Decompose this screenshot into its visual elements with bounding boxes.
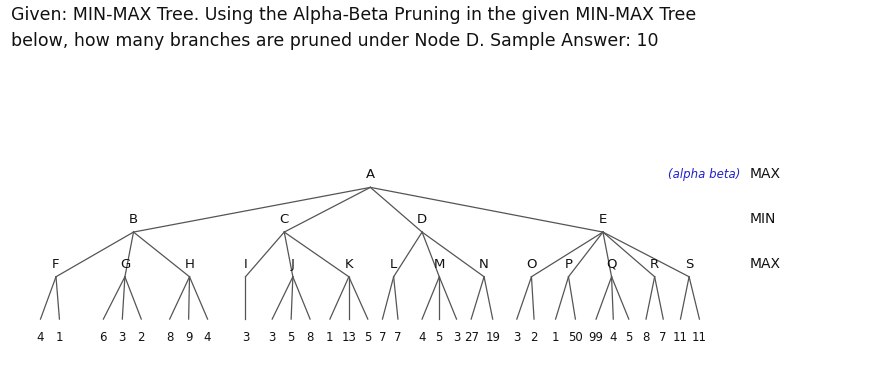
Text: A: A — [366, 169, 375, 181]
Text: N: N — [480, 258, 489, 271]
Text: K: K — [345, 258, 353, 271]
Text: M: M — [433, 258, 445, 271]
Text: G: G — [120, 258, 130, 271]
Text: (alpha beta): (alpha beta) — [668, 169, 740, 181]
Text: 9: 9 — [185, 331, 193, 345]
Text: L: L — [390, 258, 397, 271]
Text: 3: 3 — [119, 331, 126, 345]
Text: J: J — [291, 258, 295, 271]
Text: MAX: MAX — [749, 167, 781, 181]
Text: E: E — [599, 213, 607, 226]
Text: I: I — [243, 258, 248, 271]
Text: Q: Q — [607, 258, 617, 271]
Text: 4: 4 — [204, 331, 211, 345]
Text: 6: 6 — [99, 331, 107, 345]
Text: 99: 99 — [589, 331, 604, 345]
Text: 50: 50 — [568, 331, 583, 345]
Text: B: B — [129, 213, 138, 226]
Text: O: O — [527, 258, 536, 271]
Text: F: F — [52, 258, 59, 271]
Text: 5: 5 — [288, 331, 295, 345]
Text: 5: 5 — [625, 331, 632, 345]
Text: H: H — [185, 258, 194, 271]
Text: C: C — [280, 213, 289, 226]
Text: P: P — [565, 258, 573, 271]
Text: 7: 7 — [378, 331, 386, 345]
Text: MIN: MIN — [749, 212, 776, 226]
Text: 11: 11 — [692, 331, 707, 345]
Text: 7: 7 — [660, 331, 667, 345]
Text: 5: 5 — [364, 331, 371, 345]
Text: 3: 3 — [268, 331, 276, 345]
Text: 8: 8 — [166, 331, 173, 345]
Text: 2: 2 — [530, 331, 538, 345]
Text: 5: 5 — [436, 331, 443, 345]
Text: 3: 3 — [242, 331, 250, 345]
Text: 8: 8 — [306, 331, 313, 345]
Text: S: S — [685, 258, 694, 271]
Text: 19: 19 — [485, 331, 500, 345]
Text: 8: 8 — [642, 331, 650, 345]
Text: 2: 2 — [138, 331, 145, 345]
Text: 7: 7 — [394, 331, 401, 345]
Text: 1: 1 — [56, 331, 63, 345]
Text: 4: 4 — [609, 331, 617, 345]
Text: 11: 11 — [673, 331, 688, 345]
Text: 3: 3 — [453, 331, 460, 345]
Text: Given: MIN-MAX Tree. Using the Alpha-Beta Pruning in the given MIN-MAX Tree
belo: Given: MIN-MAX Tree. Using the Alpha-Bet… — [11, 6, 696, 49]
Text: 13: 13 — [341, 331, 356, 345]
Text: 4: 4 — [36, 331, 44, 345]
Text: 1: 1 — [326, 331, 334, 345]
Text: 27: 27 — [464, 331, 479, 345]
Text: 1: 1 — [551, 331, 559, 345]
Text: D: D — [417, 213, 427, 226]
Text: 4: 4 — [418, 331, 426, 345]
Text: R: R — [650, 258, 659, 271]
Text: MAX: MAX — [749, 257, 781, 271]
Text: 3: 3 — [513, 331, 520, 345]
